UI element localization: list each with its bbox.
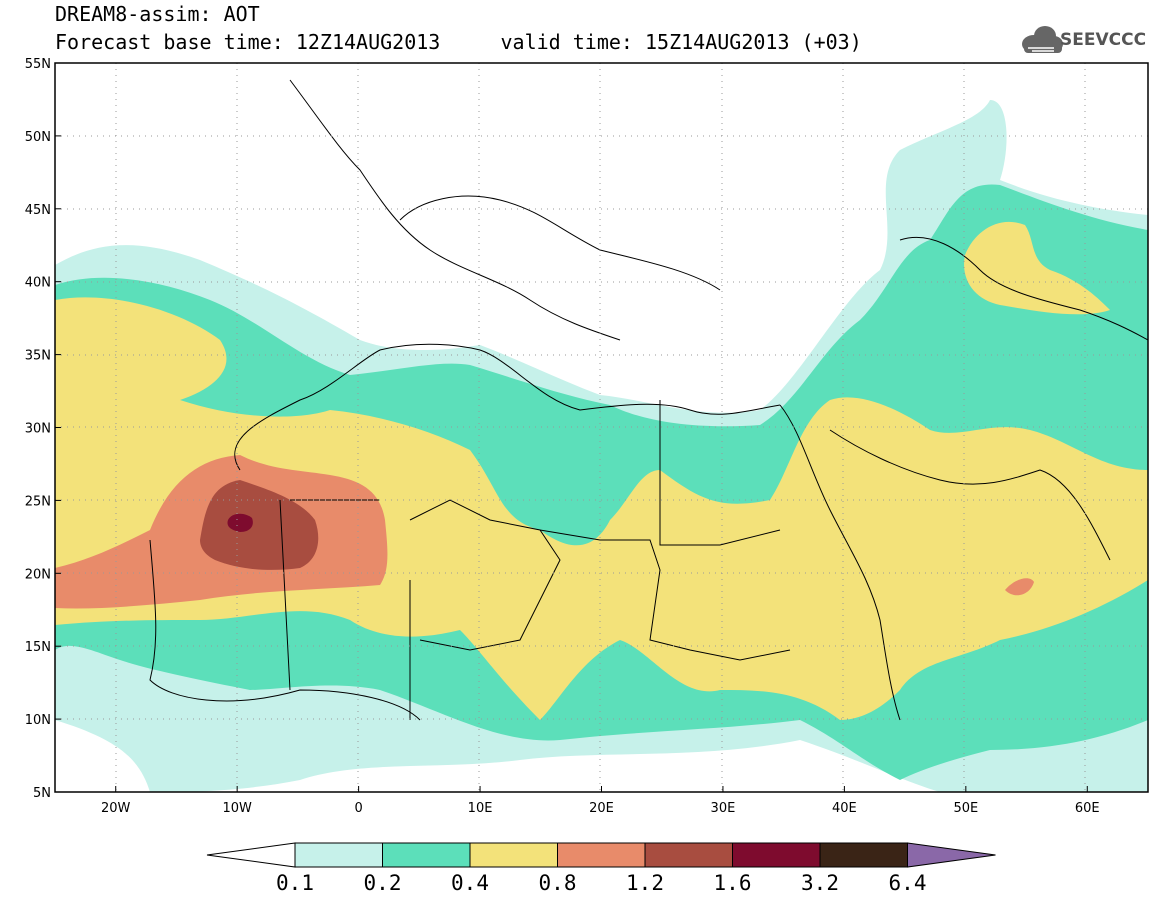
lat-tick-label: 35N bbox=[25, 349, 51, 364]
lat-tick-label: 55N bbox=[25, 57, 51, 72]
coastlines bbox=[149, 79, 1148, 721]
aot-contour-1.6 bbox=[227, 513, 253, 532]
aot-contour-0.4 bbox=[55, 297, 1148, 720]
colorbar-box bbox=[294, 842, 383, 868]
lat-tick-label: 15N bbox=[25, 640, 51, 655]
lon-tick-label: 20E bbox=[589, 801, 614, 816]
forecast-time-label: Forecast base time: 12Z14AUG2013 valid t… bbox=[55, 30, 862, 54]
colorbar-level-label: 1.6 bbox=[714, 871, 752, 895]
colorbar-box bbox=[819, 842, 908, 868]
cloud-icon bbox=[1022, 26, 1063, 53]
aot-contour-0.4-caspian bbox=[964, 221, 1110, 315]
lat-tick-label: 25N bbox=[25, 494, 51, 509]
lat-tick-label: 30N bbox=[25, 422, 51, 437]
colorbar-box bbox=[732, 842, 821, 868]
colorbar-level-label: 0.4 bbox=[451, 871, 489, 895]
colorbar-level-label: 0.8 bbox=[539, 871, 577, 895]
colorbar-level-label: 3.2 bbox=[801, 871, 839, 895]
lon-tick-label: 60E bbox=[1075, 801, 1100, 816]
colorbar-under-triangle bbox=[206, 842, 296, 868]
lat-axis: 5N 10N 15N 20N 25N 30N 35N 40N 45N 50N 55N bbox=[25, 57, 61, 801]
lat-tick-label: 45N bbox=[25, 203, 51, 218]
lon-tick-label: 10E bbox=[468, 801, 493, 816]
lon-tick-label: 20W bbox=[101, 801, 131, 816]
colorbar-box bbox=[644, 842, 733, 868]
lon-tick-label: 10W bbox=[222, 801, 252, 816]
colorbar-level-label: 0.1 bbox=[276, 871, 314, 895]
lon-tick-label: 30E bbox=[711, 801, 736, 816]
graticule bbox=[55, 63, 1148, 792]
colorbar-box bbox=[557, 842, 646, 868]
colorbar-level-label: 6.4 bbox=[889, 871, 927, 895]
colorbar-over-triangle bbox=[907, 842, 996, 868]
colorbar-level-label: 1.2 bbox=[626, 871, 664, 895]
aot-contour-0.8-arabia bbox=[1005, 578, 1034, 596]
aot-contour-1.2 bbox=[200, 480, 319, 570]
colorbar-level-label: 0.2 bbox=[364, 871, 402, 895]
lat-tick-label: 10N bbox=[25, 713, 51, 728]
lon-tick-label: 50E bbox=[953, 801, 978, 816]
lat-tick-label: 50N bbox=[25, 130, 51, 145]
lat-tick-label: 40N bbox=[25, 276, 51, 291]
map-title: DREAM8-assim: AOT bbox=[55, 2, 260, 26]
lon-axis: 20W 10W 0 10E 20E 30E 40E 50E 60E bbox=[101, 786, 1100, 816]
lon-tick-label: 0 bbox=[354, 801, 362, 816]
lat-tick-label: 5N bbox=[33, 786, 51, 801]
logo-text: SEEVCCC bbox=[1060, 30, 1147, 50]
lon-tick-label: 40E bbox=[832, 801, 857, 816]
colorbar-box bbox=[382, 842, 471, 868]
colorbar-box bbox=[469, 842, 558, 868]
lat-tick-label: 20N bbox=[25, 567, 51, 582]
